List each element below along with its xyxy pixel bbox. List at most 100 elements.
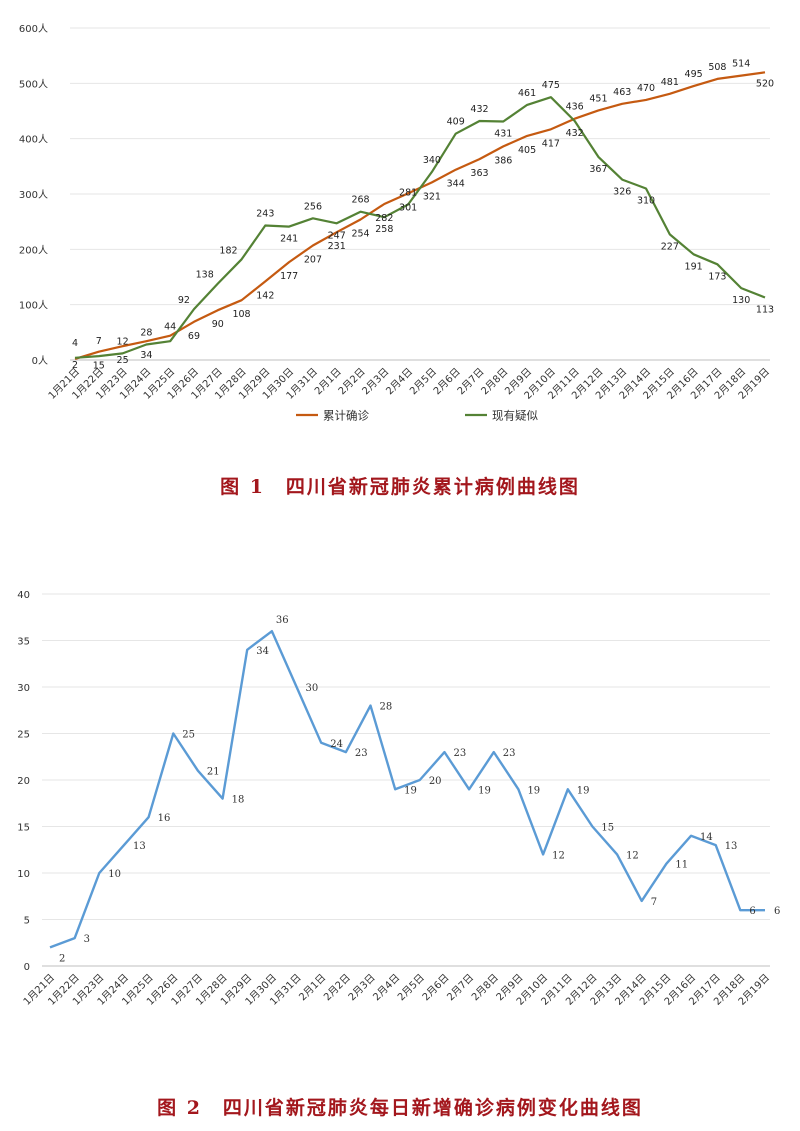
chart1-x-ticks: 1月21日1月22日1月23日1月24日1月25日1月26日1月27日1月28日… [46,366,772,402]
chart1-data-label: 386 [494,155,512,166]
chart1-data-label: 15 [93,361,105,372]
chart2-data-label: 15 [601,823,614,834]
chart1-series-line-2 [74,96,766,359]
chart2-data-label: 11 [675,860,688,871]
chart1-data-label: 281 [399,188,417,199]
chart2-x-tick-label: 2月8日 [469,972,501,1004]
chart2-data-label: 6 [749,906,755,917]
chart1-data-label: 321 [423,191,441,202]
chart2-data-label: 13 [725,841,738,852]
chart1-y-ticks: 0人 100人 200人 300人 400人 500人 600人 [19,23,48,367]
chart1-data-label: 173 [708,271,726,282]
chart2-data-label: 18 [232,795,245,806]
chart1-legend: 累计确诊 现有疑似 [296,409,538,423]
figure2-caption: 图 2 四川省新冠肺炎每日新增确诊病例变化曲线图 [157,1097,643,1119]
chart2-data-label: 34 [256,646,269,657]
chart2-y-tick-label: 15 [17,823,30,834]
chart2-data-labels: 2310131625211834363024232819202319231912… [59,615,780,964]
chart1-data-label: 142 [256,290,274,301]
chart2-data-label: 25 [182,730,195,741]
chart1-data-label: 367 [589,164,607,175]
chart2-data-label: 23 [453,748,466,759]
chart2-y-tick-label: 10 [17,869,30,880]
chart1-data-label: 138 [196,270,214,281]
chart1-data-label: 90 [212,319,224,330]
chart1-data-label: 7 [96,336,102,347]
chart1-data-label: 463 [613,87,631,98]
chart1-data-label: 340 [423,155,441,166]
chart2-x-tick-label: 2月7日 [445,972,477,1004]
chart1-data-label: 344 [447,179,465,190]
chart2-data-label: 16 [158,813,171,824]
chart2-data-label: 10 [108,869,121,880]
chart2-x-tick-label: 2月2日 [321,972,353,1004]
chart1-data-label: 268 [351,195,369,206]
chart1-legend-label-2: 现有疑似 [492,409,538,423]
chart1-data-label: 405 [518,145,536,156]
chart2-data-label: 19 [404,785,417,796]
chart1-data-label: 92 [178,295,190,306]
chart2-data-label: 21 [207,767,220,778]
chart2-data-label: 30 [306,683,319,694]
chart1-y-tick-label: 500人 [19,78,48,90]
chart2-data-label: 24 [330,739,343,750]
chart1-series [74,71,766,360]
chart1-data-label: 520 [756,78,774,89]
chart1-data-label: 28 [140,328,152,339]
chart1-data-label: 12 [117,336,129,347]
chart2-data-label: 28 [380,702,393,713]
chart2-data-label: 13 [133,841,146,852]
chart2-x-tick-label: 2月4日 [371,972,403,1004]
chart1-grid [70,27,770,361]
chart1-series-line-1 [74,71,766,360]
chart2-x-tick-label: 2月3日 [346,972,378,1004]
chart1-data-label: 461 [518,88,536,99]
chart2-series-line [49,629,765,949]
chart1-data-label: 2 [72,360,78,371]
chart2-x-ticks: 1月21日1月22日1月23日1月24日1月25日1月26日1月27日1月28日… [21,972,772,1008]
chart2-y-tick-label: 5 [24,916,30,927]
chart2-x-tick-label: 2月1日 [297,972,329,1004]
chart1-data-label: 108 [232,309,250,320]
chart2-data-label: 12 [626,850,639,861]
chart1-y-tick-label: 600人 [19,23,48,35]
chart1-data-label: 508 [708,62,726,73]
chart1-data-label: 44 [164,322,176,333]
chart2-data-label: 12 [552,850,565,861]
chart2-y-ticks: 0 5 10 15 20 25 30 35 40 [17,590,30,973]
chart1-data-label: 4 [72,338,78,349]
chart1-data-label: 182 [219,245,237,256]
chart1-data-label: 231 [328,241,346,252]
chart1-data-label: 310 [637,195,655,206]
chart1-data-label: 227 [661,241,679,252]
chart1-legend-label-1: 累计确诊 [323,409,369,423]
chart1-data-label: 417 [542,138,560,149]
chart2-y-tick-label: 0 [24,962,30,973]
chart1-data-label: 34 [140,350,152,361]
chart2-data-label: 19 [527,785,540,796]
chart1-data-label: 431 [494,129,512,140]
chart2-data-label: 14 [700,832,713,843]
chart1-data-label: 514 [732,59,750,70]
chart1-data-label: 475 [542,80,560,91]
chart1-y-tick-label: 100人 [19,300,48,312]
chart2-data-label: 36 [276,615,289,626]
chart2-y-tick-label: 25 [17,730,30,741]
chart1-data-label: 247 [328,230,346,241]
chart1-data-label: 113 [756,304,774,315]
chart2-data-label: 19 [478,785,491,796]
chart1-data-label: 254 [351,228,369,239]
chart1-data-label: 258 [375,224,393,235]
chart2-data-label: 2 [59,953,65,964]
chart1-data-label: 25 [117,355,129,366]
chart1-y-tick-label: 200人 [19,244,48,256]
chart2-data-label: 20 [429,776,442,787]
chart1-data-label: 130 [732,295,750,306]
chart2-data-label: 3 [84,934,90,945]
chart1-data-label: 282 [375,213,393,224]
chart1-data-label: 326 [613,187,631,198]
chart1-data-label: 241 [280,234,298,245]
chart1-data-label: 481 [661,77,679,88]
figure1-caption: 图 1 四川省新冠肺炎累计病例曲线图 [220,476,580,498]
